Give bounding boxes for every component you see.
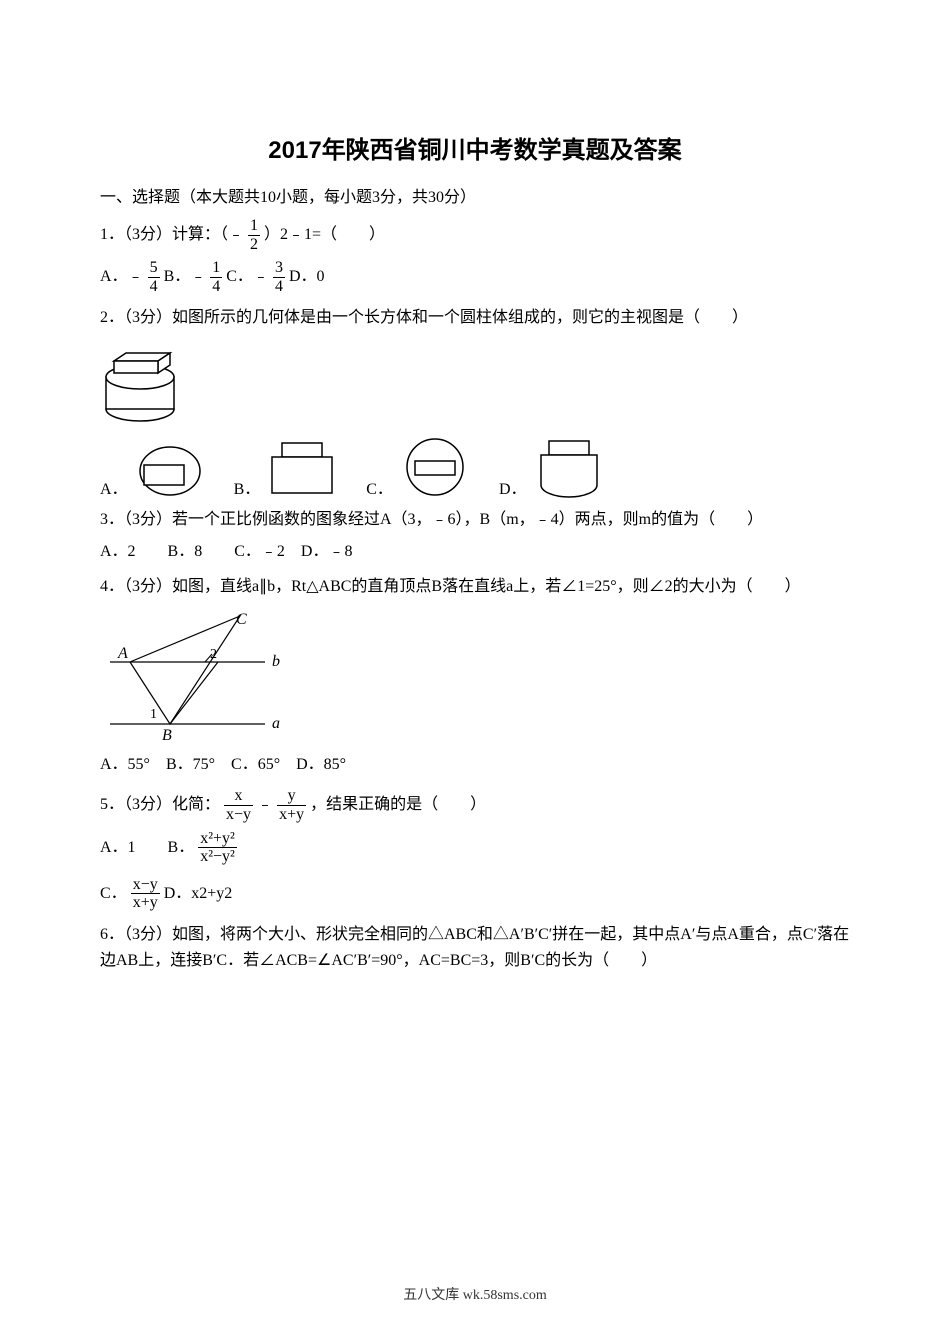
frac-num: x−y: [131, 876, 160, 895]
frac-num: x: [224, 787, 253, 806]
solid-figure-icon: [100, 337, 180, 427]
question-3: 3．（3分）若一个正比例函数的图象经过A（3，﹣6），B（m，﹣4）两点，则m的…: [100, 507, 850, 533]
frac-num: 3: [273, 259, 285, 278]
frac-den: 4: [148, 278, 160, 296]
q1-fracC: 3 4: [273, 259, 285, 295]
q1-fracB: 1 4: [210, 259, 222, 295]
q1-optA: A．﹣: [100, 268, 144, 285]
frac-num: 1: [248, 217, 260, 236]
q1-fraction: 1 2: [248, 217, 260, 253]
question-1: 1．（3分）计算：（﹣ 1 2 ）2﹣1=（ ）: [100, 217, 850, 253]
q2-optC: C．: [366, 435, 471, 499]
frac-den: x²−y²: [198, 848, 237, 866]
q2-optC-label: C．: [366, 475, 393, 499]
q4-options: A．55° B．75° C．65° D．85°: [100, 752, 850, 778]
frac-num: 1: [210, 259, 222, 278]
page-title: 2017年陕西省铜川中考数学真题及答案: [100, 130, 850, 165]
q4-figure: A B C a b 1 2: [100, 606, 850, 746]
svg-text:C: C: [236, 611, 247, 628]
q1-stem-pre: 1．（3分）计算：（﹣: [100, 226, 244, 243]
svg-text:b: b: [272, 653, 280, 670]
frac-num: y: [277, 787, 306, 806]
q5-stem-post: ，结果正确的是（ ）: [310, 796, 486, 813]
q5-optA: A．1 B．: [100, 838, 194, 855]
frac-den: x+y: [131, 894, 160, 912]
frac-den: x−y: [224, 806, 253, 824]
frac-num: 5: [148, 259, 160, 278]
svg-text:B: B: [162, 727, 172, 744]
triangle-lines-icon: A B C a b 1 2: [100, 606, 300, 746]
q2-optB-label: B．: [234, 475, 261, 499]
question-2: 2．（3分）如图所示的几何体是由一个长方体和一个圆柱体组成的，则它的主视图是（ …: [100, 305, 850, 331]
q1-fracA: 5 4: [148, 259, 160, 295]
q5-optD: D．x2+y2: [164, 884, 233, 901]
q2-optA: A．: [100, 435, 206, 499]
frac-den: x+y: [277, 806, 306, 824]
q5-optC-pre: C．: [100, 884, 127, 901]
frac-den: 4: [210, 278, 222, 296]
q5-frac1: x x−y: [224, 787, 253, 823]
question-5: 5．（3分）化简： x x−y ﹣ y x+y ，结果正确的是（ ）: [100, 787, 850, 823]
view-d-icon: [533, 435, 605, 499]
q1-options: A．﹣ 5 4 B．﹣ 1 4 C．﹣ 3 4 D．0: [100, 259, 850, 295]
view-a-icon: [134, 435, 206, 499]
page-footer: 五八文库 wk.58sms.com: [0, 1284, 950, 1304]
q1-optB: B．﹣: [164, 268, 207, 285]
view-c-icon: [399, 435, 471, 499]
q2-optD-label: D．: [499, 475, 527, 499]
q2-optA-label: A．: [100, 475, 128, 499]
section-header: 一、选择题（本大题共10小题，每小题3分，共30分）: [100, 183, 850, 207]
q3-options: A．2 B．8 C．﹣2 D．﹣8: [100, 539, 850, 565]
q5-optsCD: C． x−y x+y D．x2+y2: [100, 876, 850, 912]
frac-num: x²+y²: [198, 830, 237, 849]
question-6: 6．（3分）如图，将两个大小、形状完全相同的△ABC和△A′B′C′拼在一起，其…: [100, 922, 850, 973]
frac-den: 2: [248, 236, 260, 254]
question-4: 4．（3分）如图，直线a∥b，Rt△ABC的直角顶点B落在直线a上，若∠1=25…: [100, 574, 850, 600]
q2-optB: B．: [234, 435, 339, 499]
q1-optC: C．﹣: [226, 268, 269, 285]
view-b-icon: [266, 435, 338, 499]
q2-main-figure: [100, 337, 850, 427]
q5-fracB: x²+y² x²−y²: [198, 830, 237, 866]
q5-minus: ﹣: [257, 796, 273, 813]
q1-stem-post: ）2﹣1=（ ）: [264, 226, 385, 243]
q5-fracC: x−y x+y: [131, 876, 160, 912]
q5-frac2: y x+y: [277, 787, 306, 823]
q2-options-figures: A． B． C． D．: [100, 435, 850, 499]
q2-optD: D．: [499, 435, 605, 499]
svg-text:a: a: [272, 715, 280, 732]
svg-text:1: 1: [150, 707, 157, 722]
frac-den: 4: [273, 278, 285, 296]
q5-stem-pre: 5．（3分）化简：: [100, 796, 220, 813]
q5-optsAB: A．1 B． x²+y² x²−y²: [100, 830, 850, 866]
svg-text:A: A: [117, 645, 128, 662]
q1-optD: D．0: [289, 268, 325, 285]
